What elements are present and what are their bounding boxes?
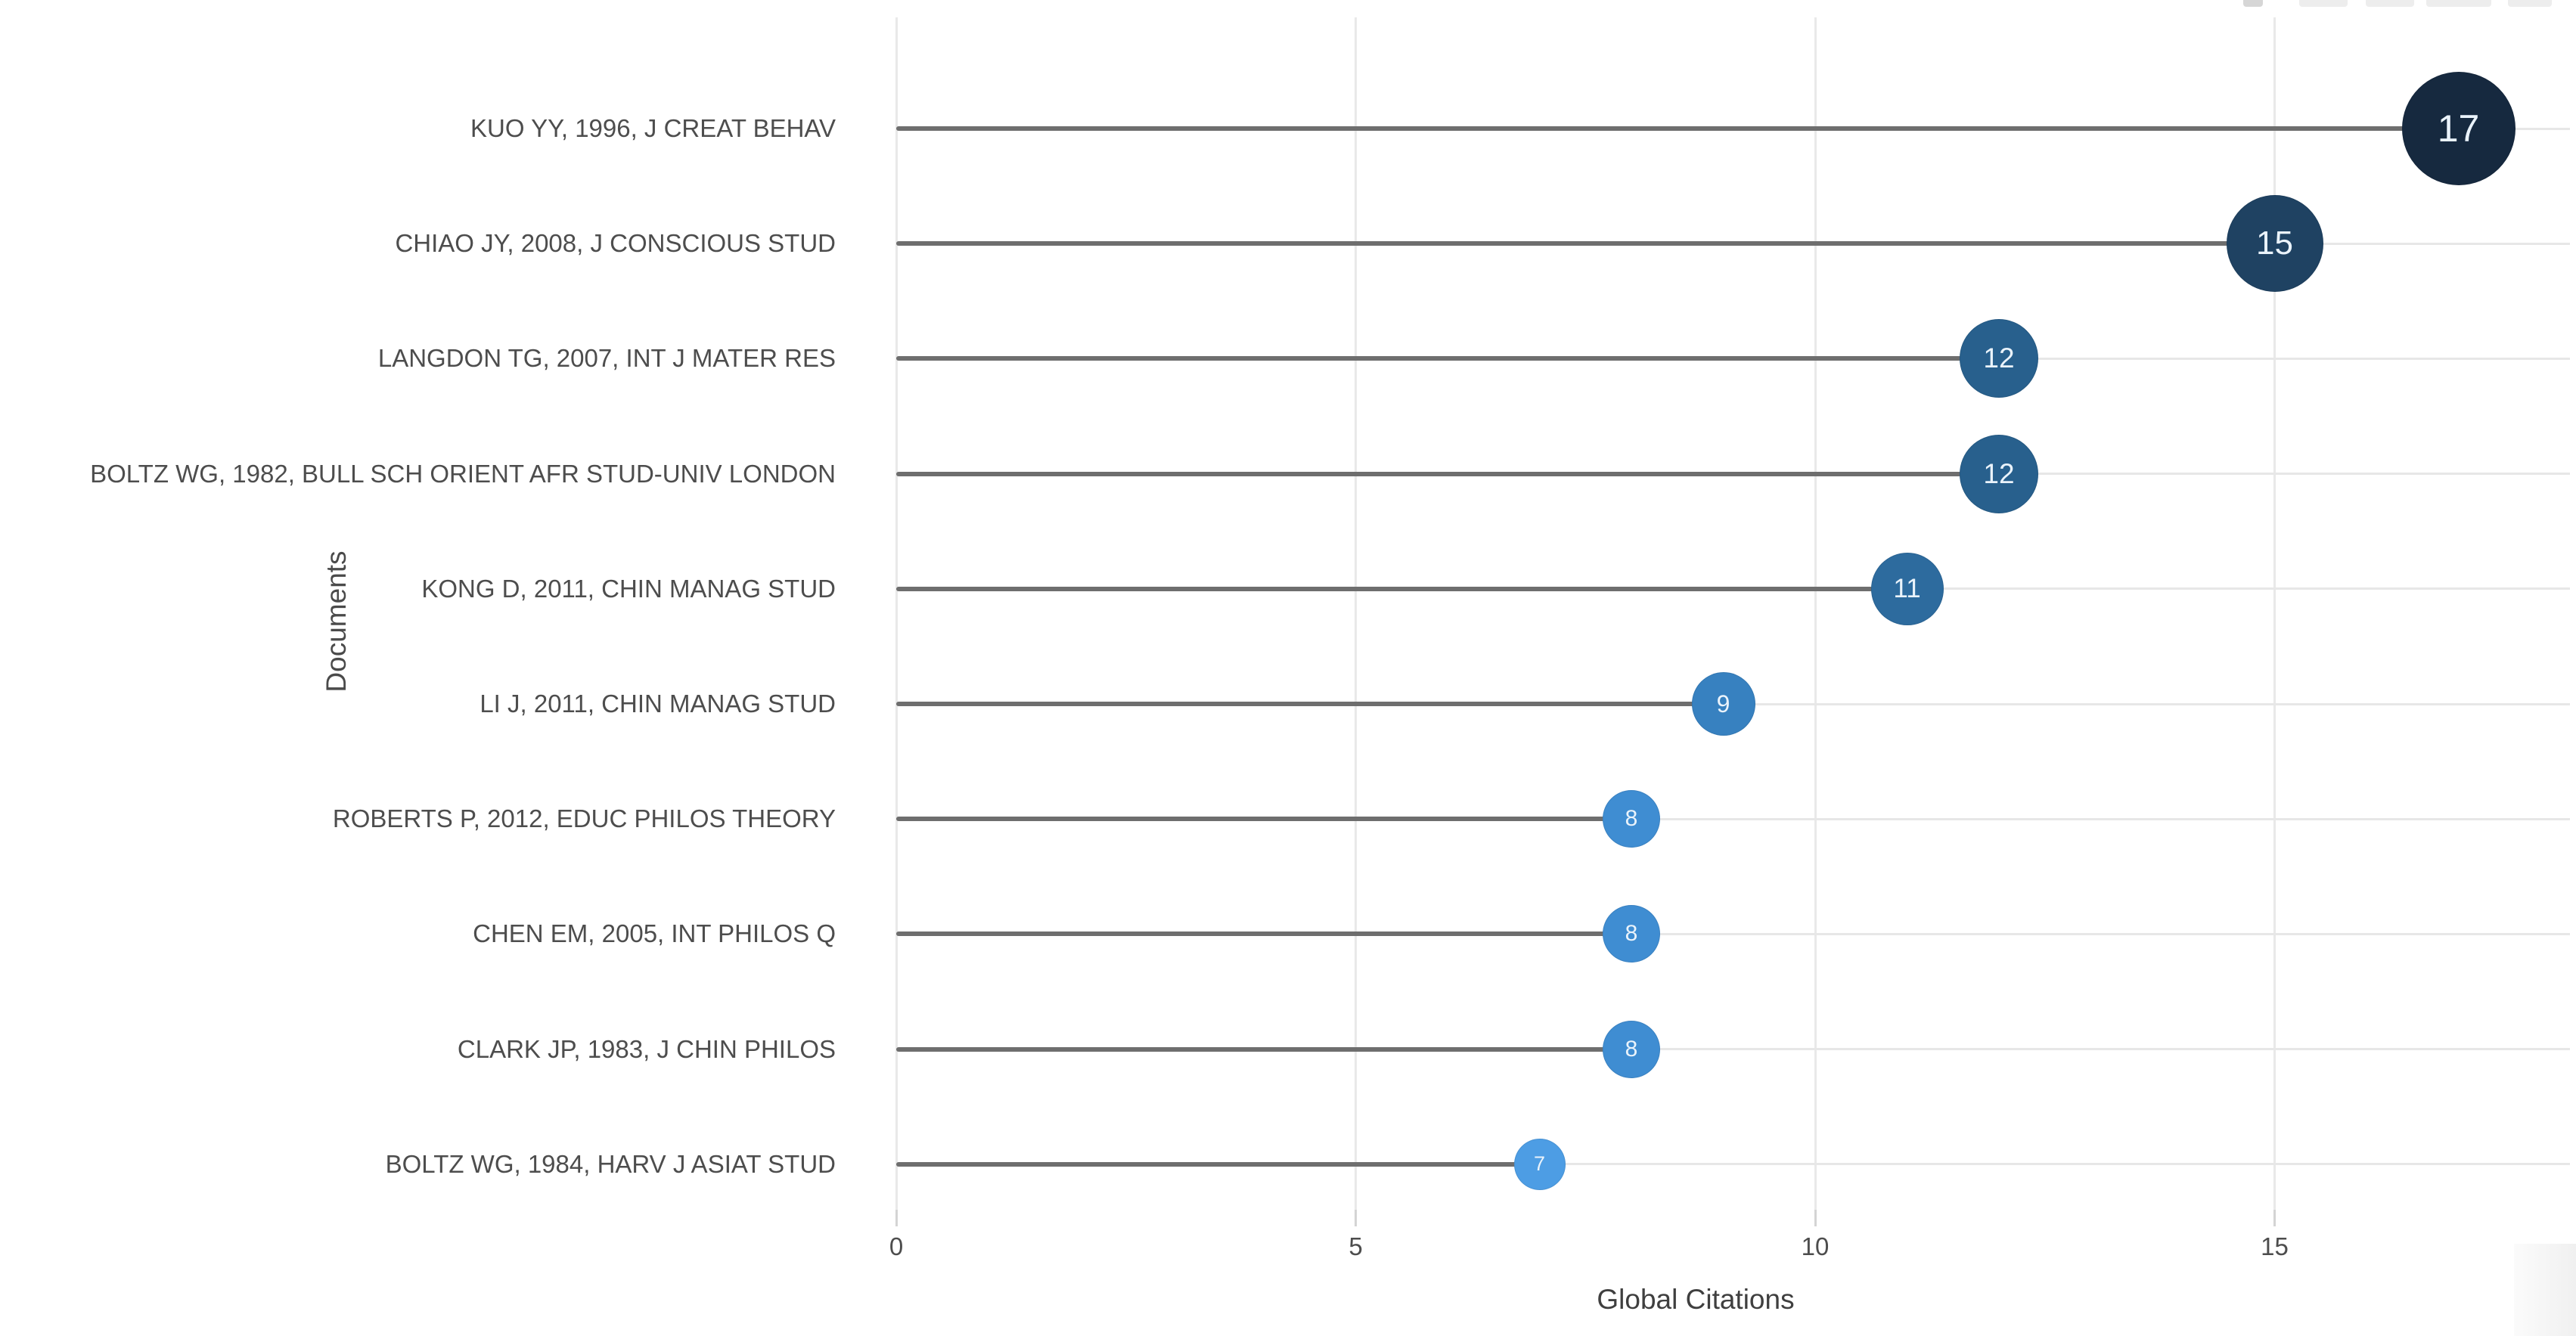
category-label: LI J, 2011, CHIN MANAG STUD: [480, 689, 836, 718]
data-point-marker[interactable]: 7: [1513, 1138, 1566, 1190]
top-edge-artifact: [2366, 0, 2414, 7]
x-tick-mark: [2273, 1210, 2276, 1226]
x-axis-title: Global Citations: [1597, 1284, 1795, 1315]
data-point-value: 12: [1983, 457, 2015, 489]
category-label: BOLTZ WG, 1982, BULL SCH ORIENT AFR STUD…: [90, 459, 836, 488]
lollipop-stem: [896, 241, 2275, 246]
x-gridline: [895, 17, 898, 1210]
top-edge-artifact: [2508, 0, 2552, 7]
category-label: BOLTZ WG, 1984, HARV J ASIAT STUD: [385, 1149, 836, 1178]
top-edge-artifact: [2243, 0, 2263, 7]
data-point-marker[interactable]: 12: [1960, 434, 2038, 513]
x-tick-label: 0: [889, 1232, 904, 1260]
data-point-value: 8: [1625, 806, 1638, 832]
y-gridline: [896, 1163, 2570, 1166]
data-point-marker[interactable]: 11: [1870, 552, 1944, 625]
lollipop-stem: [896, 702, 1724, 706]
lollipop-stem: [896, 471, 1999, 476]
data-point-marker[interactable]: 8: [1603, 1020, 1660, 1078]
data-point-value: 9: [1716, 690, 1730, 718]
lollipop-stem: [896, 126, 2459, 131]
category-label: CLARK JP, 1983, J CHIN PHILOS: [457, 1034, 836, 1063]
data-point-value: 15: [2256, 225, 2293, 262]
lollipop-stem: [896, 931, 1631, 937]
data-point-marker[interactable]: 9: [1691, 672, 1755, 736]
y-gridline: [896, 932, 2570, 935]
category-label: ROBERTS P, 2012, EDUC PHILOS THEORY: [332, 804, 836, 833]
data-point-value: 8: [1625, 1036, 1638, 1062]
data-point-value: 17: [2437, 107, 2480, 150]
data-point-value: 12: [1983, 343, 2015, 374]
y-gridline: [896, 1048, 2570, 1051]
category-label: CHEN EM, 2005, INT PHILOS Q: [473, 919, 836, 948]
x-tick-mark: [1355, 1210, 1357, 1226]
x-tick-label: 15: [2261, 1232, 2289, 1260]
bottom-right-edge-artifact: [2514, 1244, 2576, 1336]
y-gridline: [896, 817, 2570, 820]
data-point-marker[interactable]: 8: [1603, 790, 1660, 848]
lollipop-stem: [896, 817, 1631, 822]
data-point-marker[interactable]: 8: [1603, 905, 1660, 963]
x-tick-mark: [1814, 1210, 1817, 1226]
x-tick-label: 10: [1801, 1232, 1830, 1260]
x-tick-label: 5: [1349, 1232, 1363, 1260]
lollipop-stem: [896, 586, 1907, 591]
y-axis-title: Documents: [321, 550, 352, 693]
data-point-marker[interactable]: 15: [2226, 195, 2323, 293]
x-gridline: [1355, 17, 1357, 1210]
top-edge-artifact: [2426, 0, 2491, 7]
x-gridline: [1814, 17, 1817, 1210]
data-point-marker[interactable]: 12: [1960, 319, 2038, 398]
data-point-marker[interactable]: 17: [2401, 72, 2515, 185]
category-label: LANGDON TG, 2007, INT J MATER RES: [377, 344, 836, 373]
x-tick-mark: [895, 1210, 898, 1226]
data-point-value: 11: [1893, 573, 1921, 603]
lollipop-stem: [896, 356, 1999, 361]
category-label: CHIAO JY, 2008, J CONSCIOUS STUD: [395, 229, 836, 258]
lollipop-stem: [896, 1046, 1631, 1052]
category-label: KUO YY, 1996, J CREAT BEHAV: [470, 113, 836, 142]
x-gridline: [2273, 17, 2276, 1210]
data-point-value: 7: [1533, 1152, 1546, 1176]
lollipop-stem: [896, 1161, 1540, 1167]
top-edge-artifact: [2299, 0, 2348, 7]
data-point-value: 8: [1625, 921, 1638, 947]
category-label: KONG D, 2011, CHIN MANAG STUD: [421, 574, 836, 603]
